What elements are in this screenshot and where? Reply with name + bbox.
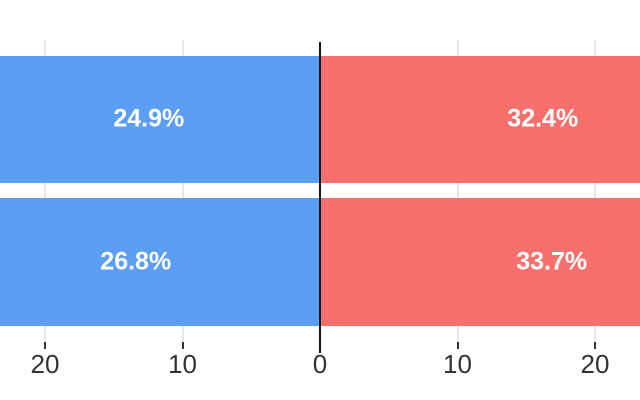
- bar-value-label: 26.8%: [100, 247, 172, 276]
- axis-tick-label: 20: [30, 349, 60, 379]
- axis-tick-label: 0: [312, 349, 328, 379]
- zero-axis-line: [319, 42, 321, 353]
- axis-tick: [456, 342, 459, 349]
- axis-tick-label: 20: [580, 349, 610, 379]
- gridline: [181, 40, 184, 342]
- axis-tick: [181, 342, 184, 349]
- axis-tick: [594, 342, 596, 349]
- bar-row1-left: [0, 56, 319, 183]
- gridline: [44, 40, 46, 342]
- axis-tick-label: 10: [443, 349, 472, 379]
- bar-value-label: 24.9%: [113, 104, 185, 133]
- axis-tick-label: 10: [168, 349, 197, 379]
- axis-tick: [44, 342, 46, 349]
- bar-value-label: 32.4%: [507, 104, 579, 133]
- gridline: [594, 40, 596, 342]
- gridline: [456, 40, 459, 342]
- bar-value-label: 33.7%: [516, 247, 588, 276]
- bar-row2-left: [0, 198, 319, 326]
- bar-row1-right: [321, 56, 640, 183]
- bar-row2-right: [321, 198, 640, 326]
